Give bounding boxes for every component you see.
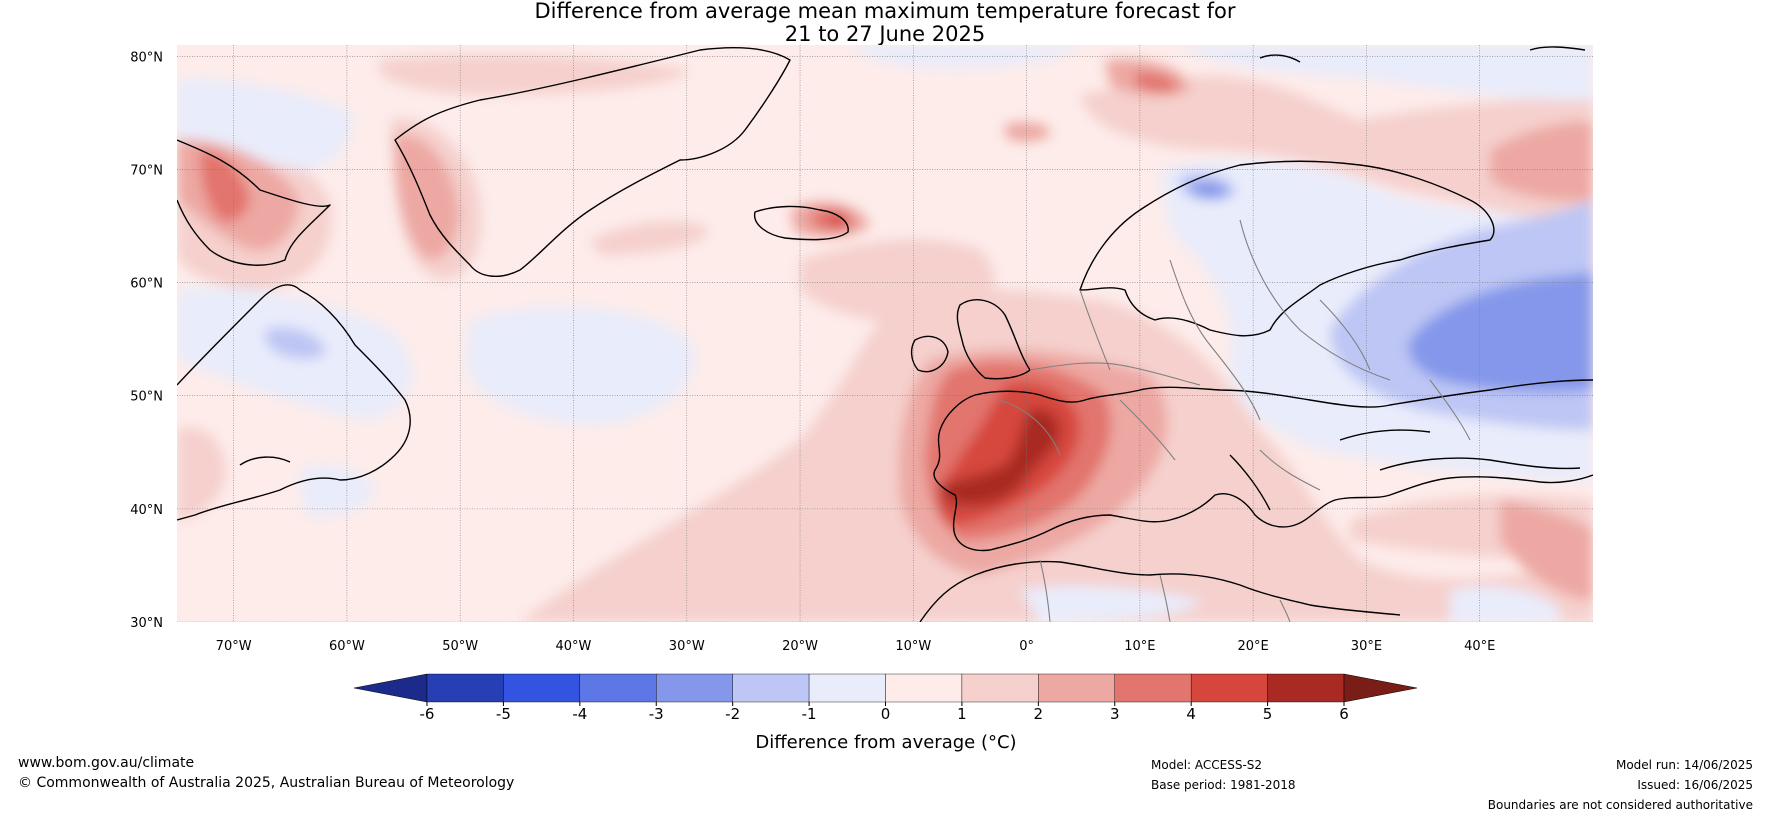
longitude-label: 30°W bbox=[669, 639, 705, 654]
longitude-label: 40°W bbox=[556, 639, 592, 654]
colorbar-swatch bbox=[426, 673, 504, 703]
colorbar-tick-label: -3 bbox=[649, 705, 664, 723]
colorbar-swatch bbox=[579, 673, 657, 703]
colorbar-swatch bbox=[808, 673, 886, 703]
longitude-label: 70°W bbox=[216, 639, 252, 654]
colorbar-tick-label: -5 bbox=[496, 705, 511, 723]
colorbar-label: Difference from average (°C) bbox=[755, 732, 1016, 753]
latitude-label: 80°N bbox=[130, 50, 163, 65]
colorbar-tick-label: 3 bbox=[1110, 705, 1120, 723]
colorbar-swatch bbox=[503, 673, 581, 703]
longitude-label: 20°E bbox=[1238, 639, 1269, 654]
colorbar-tick-label: 2 bbox=[1034, 705, 1044, 723]
footer-issued: Issued: 16/06/2025 bbox=[1637, 778, 1753, 792]
colorbar-tick-label: 0 bbox=[881, 705, 891, 723]
anomaly-field bbox=[177, 45, 1593, 622]
colorbar-swatch bbox=[1038, 673, 1115, 703]
colorbar-tick-label: -2 bbox=[725, 705, 740, 723]
colorbar-swatch bbox=[1267, 673, 1345, 703]
footer-url[interactable]: www.bom.gov.au/climate bbox=[18, 755, 195, 771]
colorbar-swatch bbox=[656, 673, 733, 703]
colorbar-swatch bbox=[1190, 673, 1268, 703]
colorbar-tick-label: -4 bbox=[572, 705, 587, 723]
colorbar-swatch bbox=[961, 673, 1039, 703]
longitude-label: 0° bbox=[1019, 639, 1034, 654]
colorbar-swatch bbox=[885, 673, 963, 703]
political-borders bbox=[999, 219, 1471, 622]
latitude-label: 70°N bbox=[130, 163, 163, 178]
longitude-label: 10°W bbox=[895, 639, 931, 654]
latitude-label: 60°N bbox=[130, 277, 163, 292]
colorbar-over-arrow bbox=[1343, 673, 1418, 703]
latitude-label: 50°N bbox=[130, 390, 163, 405]
colorbar-swatch bbox=[1114, 673, 1192, 703]
footer-base-period: Base period: 1981-2018 bbox=[1151, 778, 1296, 792]
longitude-label: 60°W bbox=[329, 639, 365, 654]
map-graticule bbox=[177, 45, 1593, 622]
colorbar-tick-label: -1 bbox=[802, 705, 817, 723]
map-title: Difference from average mean maximum tem… bbox=[0, 0, 1770, 46]
longitude-label: 10°E bbox=[1124, 639, 1155, 654]
footer-disclaimer: Boundaries are not considered authoritat… bbox=[1487, 798, 1753, 812]
colorbar-swatch bbox=[732, 673, 810, 703]
colorbar-tick-label: 1 bbox=[957, 705, 967, 723]
map-title-line2: 21 to 27 June 2025 bbox=[784, 22, 986, 46]
latitude-labels: 80°N 70°N 60°N 50°N 40°N 30°N bbox=[130, 50, 163, 631]
footer-model-run: Model run: 14/06/2025 bbox=[1615, 758, 1753, 772]
colorbar-tick-label: 4 bbox=[1186, 705, 1196, 723]
latitude-label: 40°N bbox=[130, 503, 163, 518]
colorbar-tick-label: -6 bbox=[420, 705, 435, 723]
colorbar-tick-label: 6 bbox=[1339, 705, 1349, 723]
coastlines bbox=[177, 46, 1593, 622]
longitude-label: 30°E bbox=[1351, 639, 1382, 654]
longitude-labels: 70°W 60°W 50°W 40°W 30°W 20°W 10°W 0° 10°E 20°E 30… bbox=[216, 639, 1496, 654]
colorbar: -6 -5 -4 -3 -2 -1 0 1 2 3 4 5 6 bbox=[353, 673, 1418, 723]
colorbar-tick-label: 5 bbox=[1263, 705, 1273, 723]
longitude-label: 40°E bbox=[1464, 639, 1495, 654]
longitude-label: 50°W bbox=[442, 639, 478, 654]
longitude-label: 20°W bbox=[782, 639, 818, 654]
colorbar-under-arrow bbox=[353, 673, 428, 703]
footer-model: Model: ACCESS-S2 bbox=[1151, 758, 1263, 772]
latitude-label: 30°N bbox=[130, 616, 163, 631]
footer-copyright: © Commonwealth of Australia 2025, Austra… bbox=[18, 775, 515, 791]
map-title-line1: Difference from average mean maximum tem… bbox=[534, 0, 1236, 23]
